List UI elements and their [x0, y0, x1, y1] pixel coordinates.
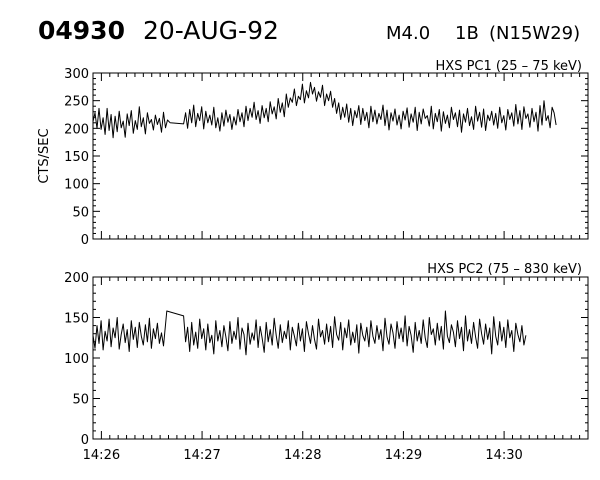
- y-ticks: 0 50 100 150 200 250 300: [64, 67, 588, 248]
- y-tick-label: 0: [81, 433, 89, 448]
- x-tick-label: 14:28: [284, 448, 321, 463]
- y-tick-label: 50: [72, 393, 89, 408]
- y-tick-label: 50: [72, 205, 89, 220]
- event-date: 20-AUG-92: [143, 16, 279, 45]
- y-axis-label: CTS/SEC: [37, 128, 52, 183]
- series-line: [92, 81, 557, 139]
- panel-pc2: HXS PC2 (75 – 830 keV) 0 50 100 150 200 14:2…: [64, 262, 589, 463]
- y-tick-label: 100: [64, 178, 89, 193]
- x-tick-label: 14:29: [385, 448, 422, 463]
- y-tick-label: 250: [64, 95, 89, 110]
- event-id: 04930: [38, 16, 125, 45]
- plot-frame: [92, 276, 589, 440]
- y-tick-label: 0: [81, 233, 89, 248]
- y-tick-label: 150: [64, 150, 89, 165]
- flare-location: (N15W29): [489, 23, 580, 44]
- series-line: [92, 310, 527, 356]
- plot-frame: [92, 72, 589, 240]
- x-tick-label: 14:26: [83, 448, 120, 463]
- x-tick-label: 14:27: [183, 448, 220, 463]
- panel-pc1: HXS PC1 (25 – 75 keV) CTS/SEC 0 50 100 150 2…: [37, 59, 589, 248]
- y-ticks: 0 50 100 150 200: [64, 271, 588, 448]
- flare-importance: 1B: [455, 23, 479, 44]
- y-tick-label: 300: [64, 67, 89, 82]
- panel-title: HXS PC2 (75 – 830 keV): [427, 262, 582, 277]
- x-ticks: 14:26 14:27 14:28 14:29 14:30: [83, 277, 589, 463]
- series-pc2: [92, 310, 527, 356]
- y-tick-label: 100: [64, 352, 89, 367]
- y-tick-label: 200: [64, 271, 89, 286]
- x-tick-label: 14:30: [485, 448, 522, 463]
- series-pc1: [92, 81, 557, 139]
- y-tick-label: 200: [64, 122, 89, 137]
- flare-class: M4.0: [386, 23, 430, 44]
- y-tick-label: 150: [64, 312, 89, 327]
- panel-title: HXS PC1 (25 – 75 keV): [436, 59, 582, 74]
- x-ticks: [92, 73, 589, 239]
